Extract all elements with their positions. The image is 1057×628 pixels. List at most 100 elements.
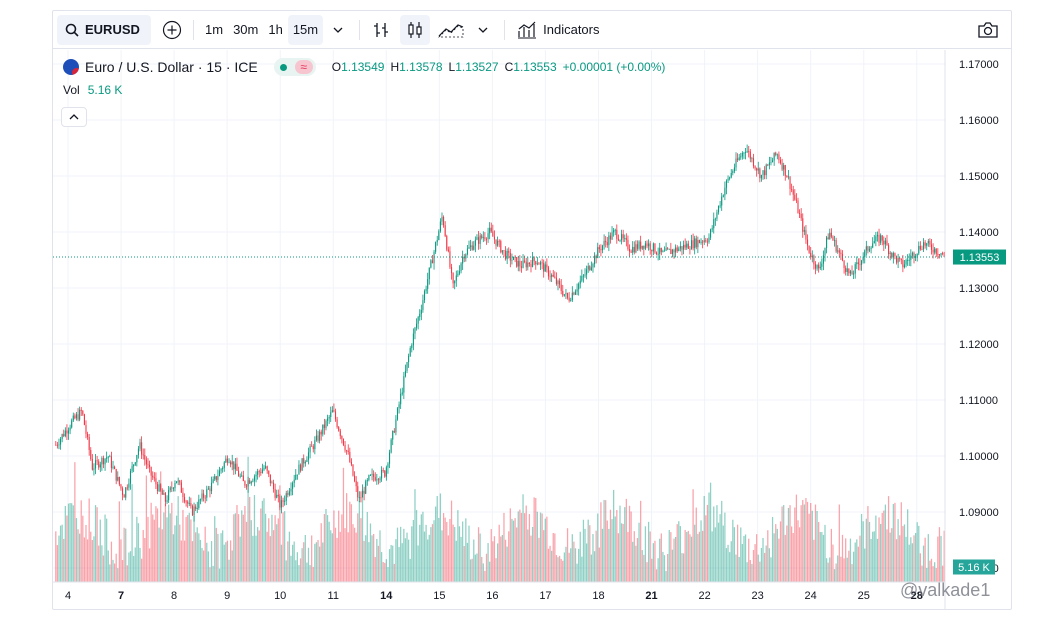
- candle-body: [735, 158, 737, 168]
- candle-body: [60, 438, 62, 445]
- candle-body: [710, 229, 712, 238]
- candle-body: [926, 243, 928, 246]
- candle-body: [392, 430, 394, 440]
- candle-body: [67, 430, 70, 434]
- volume-bar: [509, 508, 511, 582]
- timeframe-15m[interactable]: 15m: [287, 14, 324, 45]
- candle-body: [851, 271, 853, 275]
- volume-bar: [266, 531, 268, 582]
- volume-bar: [163, 512, 165, 582]
- volume-bar: [144, 538, 146, 582]
- volume-bar: [773, 533, 775, 582]
- volume-label[interactable]: Vol: [63, 83, 80, 97]
- volume-bar: [425, 524, 427, 582]
- time-tick-label: 23: [752, 590, 764, 602]
- candle-body: [586, 269, 588, 275]
- market-status-pill[interactable]: ≈: [273, 58, 316, 76]
- volume-bar: [169, 513, 171, 582]
- candle-body: [195, 506, 197, 509]
- volume-bar: [751, 563, 753, 582]
- candle-body: [139, 442, 141, 449]
- volume-bar: [767, 530, 769, 582]
- volume-bar: [182, 509, 184, 582]
- candle-body: [746, 151, 748, 153]
- volume-bar: [74, 462, 76, 582]
- volume-bar: [514, 518, 516, 582]
- snapshot-button[interactable]: [973, 15, 1003, 45]
- area-chart-button[interactable]: [434, 15, 468, 45]
- volume-bar: [260, 508, 262, 582]
- candle-body: [570, 300, 572, 301]
- time-axis[interactable]: 4 7 8 9 10 11 14 15 16 17 18 21 22 23 24 25 28: [53, 581, 945, 602]
- bar-style-button[interactable]: [366, 15, 396, 45]
- volume-bar: [875, 515, 877, 582]
- timeframe-1h[interactable]: 1h: [268, 22, 283, 37]
- price-chart[interactable]: 1.17000 1.16000 1.15000 1.14000 1.13000 1.120…: [53, 50, 1011, 610]
- symbol-search-button[interactable]: EURUSD: [57, 14, 151, 45]
- volume-bar: [849, 538, 852, 582]
- timeframe-30m[interactable]: 30m: [233, 22, 259, 37]
- volume-bar: [93, 536, 95, 582]
- candle-body: [929, 240, 931, 245]
- timeframe-1m[interactable]: 1m: [205, 22, 224, 37]
- candle-body: [552, 274, 554, 277]
- volume-bar: [365, 535, 367, 582]
- price-tick-label: 1.10000: [959, 451, 999, 463]
- volume-bar: [913, 535, 915, 582]
- volume-bar: [336, 537, 338, 582]
- volume-bar: [396, 527, 399, 582]
- volume-bar: [571, 534, 573, 582]
- volume-bar: [770, 557, 772, 582]
- volume-bar: [160, 471, 162, 582]
- volume-bar: [605, 500, 607, 582]
- candle-body: [687, 243, 689, 249]
- candle-body: [737, 158, 739, 161]
- candle-body: [706, 241, 708, 243]
- candle-body: [873, 241, 875, 244]
- candle-body: [587, 265, 589, 270]
- candles-button[interactable]: [400, 14, 431, 45]
- compare-symbol-button[interactable]: [157, 15, 187, 45]
- candle-body: [635, 244, 637, 253]
- candle-body: [759, 168, 761, 179]
- symbol-title[interactable]: Euro / U.S. Dollar · 15 · ICE: [85, 59, 258, 75]
- candle-body: [732, 171, 734, 173]
- time-tick-label: 17: [539, 590, 551, 602]
- volume-bar: [776, 528, 778, 582]
- volume-bar: [398, 547, 400, 582]
- volume-bar: [736, 524, 739, 582]
- candle-body: [816, 264, 818, 269]
- candle-body: [220, 469, 222, 471]
- volume-bar: [813, 539, 815, 582]
- volume-bar: [64, 506, 66, 582]
- candle-body: [861, 260, 863, 265]
- volume-bar: [684, 529, 686, 582]
- volume-bar: [600, 502, 602, 582]
- volume-bar: [314, 543, 316, 582]
- candle-body: [792, 189, 794, 195]
- volume-bar: [134, 547, 136, 582]
- candle-body: [331, 410, 333, 413]
- candle-body: [538, 263, 540, 265]
- timeframe-dropdown-button[interactable]: [323, 15, 353, 45]
- volume-bar: [624, 507, 626, 582]
- candle-body: [576, 289, 578, 292]
- volume-bar: [80, 500, 82, 582]
- volume-bar: [474, 554, 477, 582]
- volume-bar: [450, 500, 453, 582]
- chart-type-dropdown-button[interactable]: [468, 15, 498, 45]
- volume-bar: [619, 505, 621, 582]
- candle-body: [721, 196, 723, 206]
- candle-body: [427, 279, 429, 289]
- volume-bar: [98, 545, 100, 582]
- indicators-button[interactable]: Indicators: [511, 15, 605, 45]
- candle-body: [711, 228, 713, 230]
- collapse-legend-button[interactable]: [61, 107, 87, 127]
- candle-body: [365, 481, 367, 494]
- volume-bar: [161, 529, 163, 582]
- price-axis[interactable]: 1.17000 1.16000 1.15000 1.14000 1.13000 1.120…: [944, 50, 999, 610]
- candle-body: [301, 458, 303, 471]
- candle-body: [854, 264, 856, 274]
- candle-body: [457, 273, 459, 276]
- candle-body: [679, 246, 681, 249]
